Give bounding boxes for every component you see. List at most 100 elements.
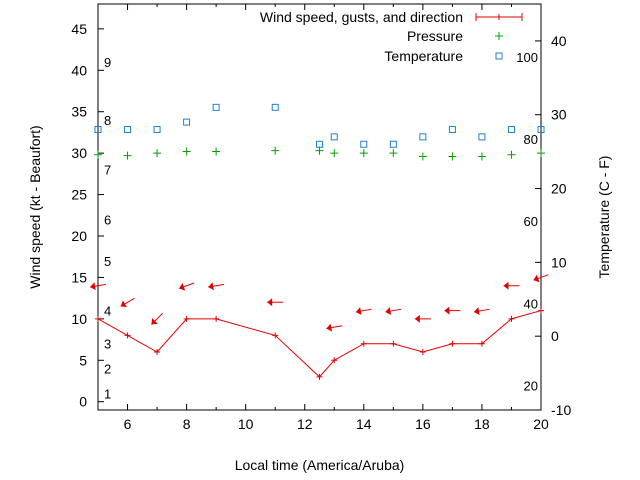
pressure-point <box>123 151 132 160</box>
wind-direction-arrow <box>178 282 195 291</box>
wind-speed-point <box>478 340 485 347</box>
x-tick-label: 10 <box>238 416 254 432</box>
legend-pressure-marker <box>495 32 503 40</box>
beaufort-labels: 1 2 3 4 5 6 7 8 9 <box>104 55 111 401</box>
pressure-point <box>448 152 457 161</box>
pressure-point <box>537 149 545 158</box>
temperature-point <box>153 125 161 133</box>
pressure-point <box>315 146 324 155</box>
y-right-axis-ticks: -10 0 10 20 30 40 <box>551 33 571 418</box>
temperature-point <box>389 140 397 148</box>
x-tick-label: 20 <box>533 416 549 432</box>
wind-direction-arrow <box>90 282 106 291</box>
wind-direction-arrow <box>385 307 402 316</box>
y-right-tick-label: -10 <box>551 402 571 418</box>
wind-arrow-head <box>179 282 186 291</box>
legend: Wind speed, gusts, and direction Pressur… <box>260 9 523 64</box>
y-right-axis-label: Temperature (C - F) <box>596 156 612 279</box>
pressure-point <box>212 147 221 156</box>
legend-key-temperature <box>495 52 503 60</box>
fahrenheit-label: 40 <box>524 297 538 312</box>
x-tick-label: 14 <box>356 416 372 432</box>
fahrenheit-label: 100 <box>516 50 538 65</box>
y-left-tick-label: 20 <box>71 228 87 244</box>
wind-direction-arrow <box>355 307 372 316</box>
wind-speed-point <box>213 315 220 322</box>
y-left-tick-label: 0 <box>79 394 87 410</box>
wind-arrow-head <box>474 307 480 316</box>
wind-speed-point <box>183 315 190 322</box>
wind-arrow-head <box>414 314 420 323</box>
wind-arrow-head <box>355 307 362 316</box>
wind-speed-point <box>272 332 279 339</box>
wind-arrow-head <box>120 300 127 308</box>
wind-speed-point <box>95 315 101 322</box>
beaufort-label: 7 <box>104 163 111 178</box>
legend-label-pressure: Pressure <box>407 28 463 44</box>
wind-direction-arrow <box>533 274 549 283</box>
temperature-point <box>478 133 486 141</box>
wind-arrow-head <box>533 274 540 283</box>
y-left-tick-label: 45 <box>71 21 87 37</box>
wind-speed-line <box>97 310 542 378</box>
wind-direction-series <box>90 274 549 332</box>
x-axis-label: Local time (America/Aruba) <box>235 457 405 473</box>
wind-speed-point <box>154 349 161 355</box>
wind-direction-arrow <box>414 314 431 323</box>
y-left-tick-label: 35 <box>71 104 87 120</box>
temperature-point <box>537 125 545 133</box>
pressure-point <box>182 147 191 156</box>
wind-speed-point <box>331 357 338 364</box>
beaufort-label: 1 <box>104 386 111 401</box>
wind-arrow-head <box>385 307 392 316</box>
wind-arrow-head <box>208 282 214 291</box>
fahrenheit-label: 80 <box>524 132 538 147</box>
y-left-tick-label: 10 <box>71 311 87 327</box>
wind-arrow-head <box>326 323 333 332</box>
wind-direction-arrow <box>326 323 343 332</box>
y-left-tick-label: 15 <box>71 269 87 285</box>
y-left-axis-ticks: 0 5 10 15 20 25 30 35 40 45 <box>71 21 87 410</box>
beaufort-label: 6 <box>104 212 111 227</box>
legend-key-pressure <box>495 32 503 40</box>
fahrenheit-label: 20 <box>524 379 538 394</box>
beaufort-label: 3 <box>104 337 111 352</box>
temperature-point <box>316 140 323 148</box>
temperature-point <box>330 133 338 141</box>
temperature-series <box>94 103 545 148</box>
temperature-point <box>94 125 102 133</box>
temperature-point <box>271 103 279 111</box>
wind-arrow-head <box>503 281 509 290</box>
temperature-point <box>183 118 191 126</box>
fahrenheit-label: 60 <box>524 214 538 229</box>
wind-direction-arrow <box>503 281 520 290</box>
pressure-point <box>271 146 280 155</box>
legend-wind-marker <box>496 14 502 20</box>
wind-speed-point <box>538 307 544 314</box>
wind-speed-point <box>419 349 426 355</box>
y-left-tick-label: 40 <box>71 62 87 78</box>
x-tick-label: 6 <box>124 416 132 432</box>
wind-speed-point <box>360 340 367 347</box>
wind-direction-arrow <box>120 297 135 308</box>
y-left-axis-label: Wind speed (kt - Beaufort) <box>27 125 43 288</box>
beaufort-label: 2 <box>104 362 111 377</box>
wind-arrow-head <box>444 306 450 315</box>
pressure-point <box>477 152 486 161</box>
y-left-tick-label: 30 <box>71 145 87 161</box>
legend-label-wind: Wind speed, gusts, and direction <box>260 9 463 25</box>
temperature-point <box>507 125 515 133</box>
wind-speed-series <box>95 307 544 380</box>
wind-direction-arrow <box>151 312 164 325</box>
legend-label-temperature: Temperature <box>384 48 463 64</box>
pressure-series <box>94 146 545 161</box>
wind-speed-point <box>390 340 397 347</box>
x-axis-ticks: 6 8 10 12 14 16 18 20 <box>124 416 549 432</box>
legend-key-wind <box>475 13 523 21</box>
pressure-point <box>153 149 162 158</box>
y-left-tick-label: 25 <box>71 187 87 203</box>
wind-speed-point <box>316 373 323 380</box>
temperature-point <box>212 103 220 111</box>
y-right-tick-label: 30 <box>551 107 567 123</box>
